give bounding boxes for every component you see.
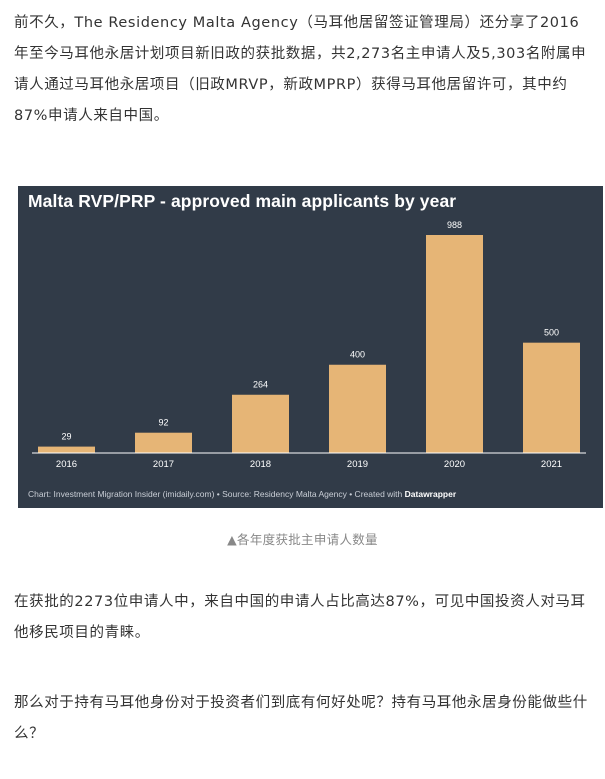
chart-caption: ▲各年度获批主申请人数量 [227,532,378,547]
value-label-2019: 400 [350,350,365,360]
intro-paragraph: 前不久，The Residency Malta Agency（马耳他居留签证管理… [14,15,587,124]
body-paragraph: 在获批的2273位申请人中，来自中国的申请人占比高达87%，可见中国投资人对马耳… [14,594,586,641]
value-label-2021: 500 [544,328,559,338]
chart-source-brand: Datawrapper [404,489,457,499]
x-tick-2018: 2018 [250,459,271,470]
x-tick-2021: 2021 [541,459,562,470]
bar-2020 [426,235,483,453]
bar-chart: Malta RVP/PRP - approved main applicants… [18,186,603,508]
x-tick-2017: 2017 [153,459,174,470]
value-label-2018: 264 [253,380,268,390]
question-paragraph: 那么对于持有马耳他身份对于投资者们到底有何好处呢？持有马耳他永居身份能做些什么？ [14,695,588,742]
chart-source-text: Chart: Investment Migration Insider (imi… [28,489,405,499]
bar-2017 [135,432,192,453]
x-tick-2020: 2020 [444,459,465,470]
x-tick-2016: 2016 [56,459,77,470]
bar-2021 [523,342,580,453]
chart-title: Malta RVP/PRP - approved main applicants… [28,191,457,211]
x-tick-2019: 2019 [347,459,368,470]
value-label-2017: 92 [158,418,168,428]
value-label-2016: 29 [61,432,71,442]
bar-2019 [329,364,386,453]
value-label-2020: 988 [447,220,462,230]
bar-2018 [232,394,289,453]
bar-2016 [38,446,95,453]
chart-plot: 29 2016 92 2017 264 2018 400 2019 988 2020 500 2021 [32,220,586,470]
chart-source: Chart: Investment Migration Insider (imi… [28,489,456,499]
